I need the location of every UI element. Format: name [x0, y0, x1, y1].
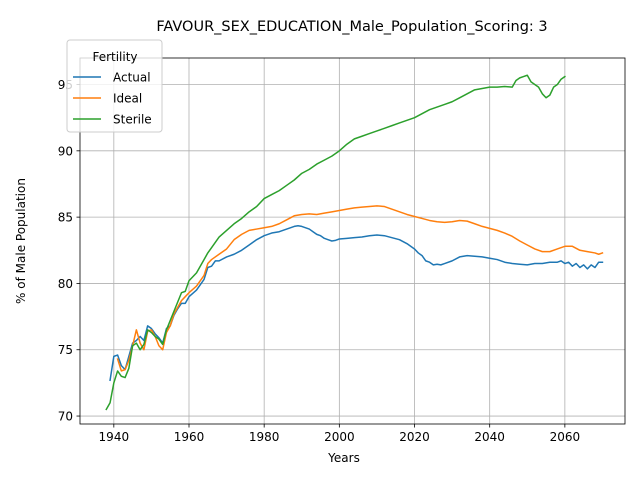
- legend-entries: Actual Ideal Sterile: [73, 71, 152, 127]
- y-tick-label: 80: [58, 277, 73, 291]
- y-tick-label: 85: [58, 211, 73, 225]
- y-tick-label: 70: [58, 410, 73, 424]
- series-lines: [105, 74, 604, 411]
- grid-lines: [80, 58, 625, 424]
- x-tick-label: 2020: [399, 430, 430, 444]
- chart-title: FAVOUR_SEX_EDUCATION_Male_Population_Sco…: [156, 19, 547, 35]
- series-line-sterile: [105, 74, 566, 411]
- x-tick-label: 2000: [324, 430, 355, 444]
- x-tick-label: 1960: [174, 430, 205, 444]
- y-axis-label: % of Male Population: [14, 178, 28, 304]
- legend-label: Actual: [113, 71, 151, 85]
- legend: Fertility Actual Ideal Sterile: [66, 39, 163, 133]
- legend-label: Ideal: [113, 92, 142, 106]
- x-tick-label: 2060: [550, 430, 581, 444]
- x-axis-ticks: 1940 1960 1980 2000 2020 2040 2060: [99, 424, 581, 444]
- legend-box: [66, 39, 163, 133]
- y-tick-label: 75: [58, 343, 73, 357]
- x-axis-label: Years: [327, 451, 360, 465]
- x-tick-label: 2040: [474, 430, 505, 444]
- plot-frame: [79, 57, 626, 425]
- legend-label: Sterile: [113, 113, 152, 127]
- series-line-ideal: [116, 205, 604, 372]
- x-tick-label: 1940: [99, 430, 130, 444]
- x-tick-label: 1980: [249, 430, 280, 444]
- y-tick-label: 90: [58, 144, 73, 158]
- legend-title: Fertility: [92, 50, 137, 64]
